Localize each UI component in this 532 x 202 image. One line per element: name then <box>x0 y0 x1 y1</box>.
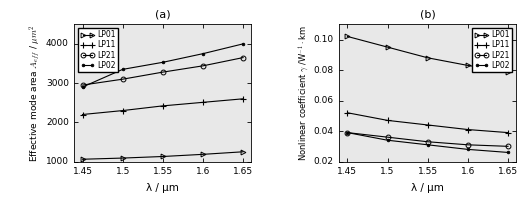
LP11 <box>240 98 246 100</box>
LP21 <box>200 65 206 67</box>
LP02 <box>200 53 206 55</box>
LP21 <box>344 131 351 134</box>
LP11 <box>79 113 86 116</box>
LP21 <box>79 84 86 86</box>
Line: LP11: LP11 <box>79 96 246 118</box>
Title: (b): (b) <box>420 9 436 19</box>
LP01 <box>385 46 391 48</box>
Legend: LP01, LP11, LP21, LP02: LP01, LP11, LP21, LP02 <box>472 28 512 72</box>
Title: (a): (a) <box>155 9 171 19</box>
LP21 <box>464 144 471 146</box>
LP02 <box>79 86 86 88</box>
LP11 <box>464 128 471 131</box>
X-axis label: λ / μm: λ / μm <box>411 183 444 193</box>
LP11 <box>120 109 126 112</box>
X-axis label: λ / μm: λ / μm <box>146 183 179 193</box>
Line: LP02: LP02 <box>345 130 511 155</box>
LP02 <box>505 151 511 154</box>
Y-axis label: Effective mode area $A_{eff}$ / $\mu m^2$: Effective mode area $A_{eff}$ / $\mu m^2… <box>28 24 43 162</box>
LP01 <box>425 57 431 59</box>
LP11 <box>200 101 206 104</box>
Line: LP02: LP02 <box>80 41 246 90</box>
Line: LP21: LP21 <box>80 55 245 87</box>
LP01 <box>160 155 166 158</box>
LP02 <box>464 148 471 151</box>
LP11 <box>160 105 166 107</box>
Line: LP11: LP11 <box>344 110 511 136</box>
LP21 <box>120 78 126 80</box>
LP02 <box>385 139 391 141</box>
LP21 <box>505 145 511 147</box>
LP01 <box>240 150 246 153</box>
Line: LP21: LP21 <box>345 130 510 149</box>
LP02 <box>120 68 126 70</box>
LP02 <box>344 131 351 134</box>
LP21 <box>385 136 391 138</box>
LP01 <box>464 64 471 67</box>
LP01 <box>79 158 86 160</box>
LP21 <box>240 56 246 59</box>
LP21 <box>160 71 166 73</box>
LP02 <box>240 43 246 45</box>
Line: LP01: LP01 <box>345 34 510 74</box>
Legend: LP01, LP11, LP21, LP02: LP01, LP11, LP21, LP02 <box>78 28 118 72</box>
LP02 <box>425 144 431 146</box>
LP01 <box>120 157 126 159</box>
Line: LP01: LP01 <box>80 149 245 162</box>
LP11 <box>505 131 511 134</box>
LP01 <box>505 70 511 73</box>
LP11 <box>385 119 391 122</box>
LP01 <box>200 153 206 156</box>
LP21 <box>425 141 431 143</box>
LP11 <box>425 124 431 126</box>
LP01 <box>344 35 351 38</box>
Y-axis label: Nonlinear coefficient $\gamma$ /W$^{-1}\cdot$km: Nonlinear coefficient $\gamma$ /W$^{-1}\… <box>296 25 311 161</box>
LP02 <box>160 61 166 63</box>
LP11 <box>344 112 351 114</box>
